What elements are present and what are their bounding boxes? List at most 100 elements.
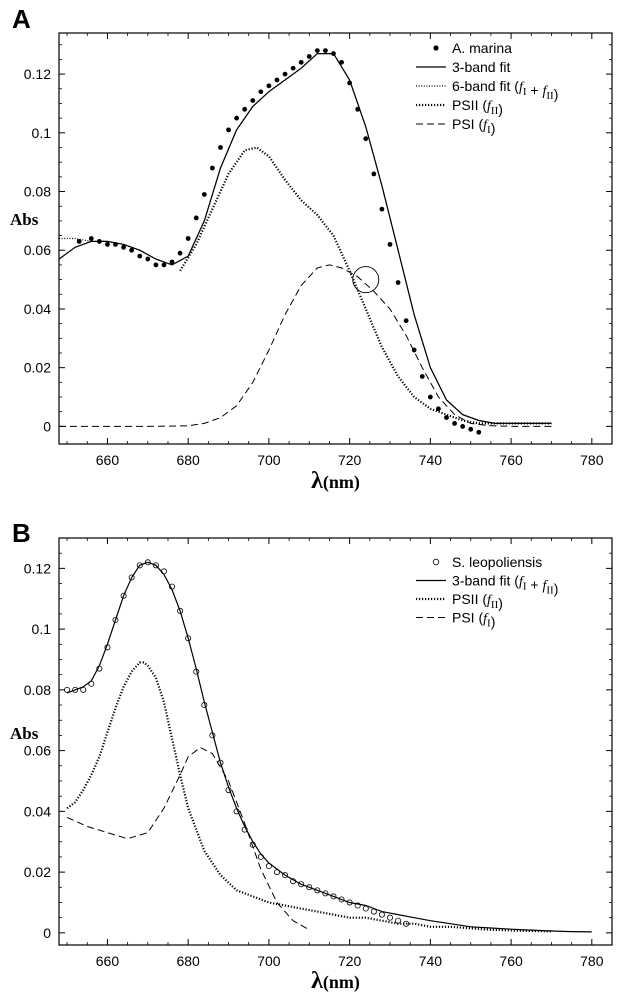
chart-a-y-tick-label: 0.04	[24, 301, 51, 317]
chart-b-series-s-leopoliensis-point	[177, 607, 184, 614]
chart-b-series-s-leopoliensis-point	[282, 872, 289, 879]
chart-b-x-tick-label: 700	[257, 953, 281, 969]
chart-b-series-s-leopoliensis-point	[185, 635, 192, 642]
chart-a-y-tick-label: 0.06	[24, 242, 51, 258]
chart-a-series-a-marina-point	[250, 98, 256, 103]
chart-b-plot-frame	[58, 537, 613, 946]
chart-b: 660 680 700 720 740 760 780 0 0.02 0.04 0.06 0.08 0.…	[10, 537, 613, 994]
chart-a-series-a-marina-point	[460, 423, 466, 429]
chart-b-series-s-leopoliensis-point	[152, 562, 159, 569]
chart-a-series-a-marina-point	[209, 165, 215, 171]
chart-a-x-tick-label: 720	[338, 452, 362, 468]
chart-b-x-tick-label: 780	[580, 953, 604, 969]
chart-a-legend-psii-f-ii-f: f	[487, 99, 493, 114]
chart-a-series-a-marina-point	[76, 239, 82, 244]
chart-a-series-a-marina-point	[129, 247, 135, 253]
chart-a-series-a-marina	[76, 48, 482, 435]
chart-a-legend-psii-f-ii-text: )	[498, 101, 503, 117]
chart-a-legend-a-marina-label: A. marina	[452, 40, 512, 56]
chart-b-series-s-leopoliensis-point	[72, 686, 79, 693]
chart-b-legend-s-leopoliensis-marker	[432, 558, 440, 566]
chart-a-series-a-marina-point	[395, 280, 401, 285]
chart-a-legend-psi-f-i-f: f	[483, 118, 489, 133]
chart-a-legend-psii-f-ii-text: PSII (	[452, 97, 487, 113]
chart-b-legend-3-band-fit-f-i-f-ii-text: 3-band fit (	[452, 573, 519, 589]
panel-b-letter: B	[12, 518, 31, 548]
chart-b-plot-area	[64, 559, 592, 933]
chart-a-y-tick-label: 0.02	[24, 360, 51, 376]
chart-a-series-a-marina-point	[201, 192, 207, 197]
chart-a: 660 680 700 720 740 760 780 0 0.02 0.04 0.06 0.08 0.…	[10, 32, 613, 494]
chart-a-series-a-marina-point	[323, 48, 328, 54]
chart-a-x-axis-label: λ(nm)	[311, 468, 360, 494]
chart-b-x-axis-label-unit: (nm)	[323, 972, 360, 993]
chart-a-y-tick-label: 0.08	[24, 184, 51, 200]
chart-a-series-a-marina-point	[137, 253, 143, 259]
chart-a-legend-psi-f-i-sub: I	[487, 124, 491, 136]
chart-a-series-a-marina-point	[242, 106, 248, 112]
chart-b-series-s-leopoliensis-point	[298, 881, 305, 888]
chart-a-series-a-marina-point	[419, 374, 425, 379]
chart-b-x-tick-label: 740	[419, 953, 443, 969]
chart-b-y-axis-label: Abs	[10, 724, 39, 743]
chart-b-series-s-leopoliensis-point	[306, 884, 313, 891]
chart-a-series-a-marina-point	[379, 206, 385, 212]
chart-b-series-s-leopoliensis-point	[330, 893, 337, 900]
chart-a-series-a-marina-point	[476, 429, 482, 435]
chart-a-series-a-marina-point	[371, 171, 377, 177]
chart-a-series-a-marina-point	[290, 65, 296, 71]
chart-a-legend-a-marina-marker	[433, 45, 439, 51]
chart-a-series-a-marina-point	[177, 250, 183, 256]
chart-b-x-tick-label: 720	[338, 953, 362, 969]
chart-a-x-axis-label-unit: (nm)	[323, 472, 360, 493]
chart-b-series-s-leopoliensis-point	[314, 887, 321, 894]
chart-a-plot-area	[59, 48, 552, 435]
chart-b-legend-s-leopoliensis-label: S. leopoliensis	[452, 554, 542, 570]
chart-b-legend-3-band-fit-f-i-f-ii-f: f	[542, 579, 548, 594]
chart-a-series-a-marina-point	[363, 136, 369, 142]
chart-b-legend-3-band-fit-f-i-f-ii-sub: II	[546, 585, 554, 597]
chart-a-y-tick-label: 0.12	[24, 66, 51, 82]
chart-a-series-a-marina-point	[169, 259, 175, 265]
chart-a-legend-a-marina-text: A. marina	[452, 40, 512, 56]
chart-a-x-axis-label-lambda: λ	[311, 468, 323, 494]
chart-a-legend-psi-f-i-text: )	[491, 120, 496, 136]
chart-a-legend-3-band-fit-label: 3-band fit	[452, 59, 510, 75]
chart-a-series-a-marina-point	[387, 241, 393, 247]
chart-a-series-a-marina-point	[105, 241, 110, 247]
chart-b-series-s-leopoliensis	[64, 559, 410, 927]
chart-a-x-tick-label: 700	[257, 452, 281, 468]
chart-b-legend-3-band-fit-f-i-f-ii-text: +	[527, 577, 543, 593]
chart-a-legend-6-band-fit-f-i-f-ii-sub: I	[523, 86, 527, 98]
chart-a-x-tick-label: 760	[499, 452, 523, 468]
chart-a-y-axis-label: Abs	[10, 210, 39, 229]
chart-a-series-a-marina-point	[266, 83, 272, 89]
chart-a-legend-psii-f-ii-sub: II	[491, 105, 499, 117]
chart-a-series-a-marina-point	[274, 77, 280, 83]
chart-b-legend-psi-f-i-sub: I	[487, 618, 491, 630]
chart-a-series-a-marina-point	[282, 71, 288, 77]
chart-a-series-a-marina-point	[468, 426, 474, 432]
chart-b-legend-psii-f-ii-f: f	[487, 593, 493, 608]
chart-a-series-a-marina-point	[218, 145, 223, 150]
chart-a-series-a-marina-point	[258, 89, 264, 95]
chart-b-series-s-leopoliensis-point	[386, 914, 393, 921]
chart-a-series-a-marina-point	[88, 236, 94, 241]
chart-b-series-s-leopoliensis-point	[120, 592, 127, 599]
chart-a-x-tick-label: 780	[580, 452, 604, 468]
chart-a-series-psii-f-ii-line	[179, 146, 552, 425]
chart-b-series-s-leopoliensis-point	[395, 917, 402, 924]
chart-b-y-tick-label: 0.12	[24, 560, 51, 576]
chart-a-series-a-marina-point	[145, 256, 151, 262]
chart-b-legend-psi-f-i-f: f	[483, 612, 489, 627]
chart-b-x-tick-label: 760	[499, 953, 523, 969]
chart-a-series-a-marina-point	[185, 236, 191, 241]
chart-b-legend-psii-f-ii-label: PSII (fII)	[452, 591, 503, 611]
chart-a-x-tick-label: 740	[419, 452, 443, 468]
chart-a-series-a-marina-point	[234, 115, 240, 121]
chart-a-series-a-marina-point	[161, 262, 167, 268]
chart-b-legend-psii-f-ii-sub: II	[491, 599, 499, 611]
chart-a-x-tick-label: 680	[176, 452, 200, 468]
chart-a-legend-6-band-fit-f-i-f-ii-text: +	[527, 82, 543, 98]
chart-a-series-a-marina-point	[298, 59, 304, 65]
